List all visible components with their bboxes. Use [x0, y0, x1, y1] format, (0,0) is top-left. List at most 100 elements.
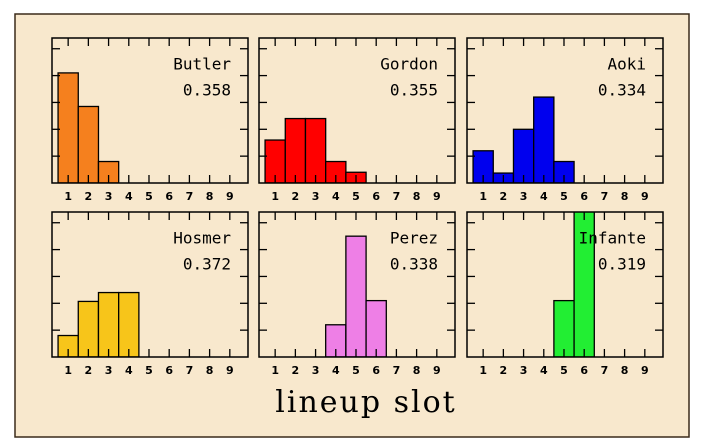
panel: 1 2 3 4 5 6 7 8 9 Infante 0.319	[466, 211, 664, 377]
x-tick-label: 6	[580, 364, 588, 377]
panel: 1 2 3 4 5 6 7 8 9 Perez 0.338	[258, 211, 456, 377]
x-tick-label: 5	[560, 364, 568, 377]
x-tick-label: 3	[105, 190, 113, 203]
x-tick-label: 7	[393, 190, 401, 203]
x-tick-label: 3	[520, 364, 528, 377]
bar	[533, 96, 555, 183]
x-tick-label: 9	[433, 364, 441, 377]
panel: 1 2 3 4 5 6 7 8 9 Gordon 0.355	[258, 37, 456, 203]
x-tick-label: 7	[186, 190, 194, 203]
x-tick-label: 4	[540, 364, 548, 377]
player-name: Perez	[390, 229, 438, 248]
x-tick-label: 5	[145, 364, 153, 377]
x-tick-label: 5	[145, 190, 153, 203]
x-tick-label: 4	[125, 190, 133, 203]
bar	[118, 291, 140, 357]
plot-area	[325, 235, 387, 357]
bar	[304, 117, 327, 183]
x-tick-label: 1	[271, 190, 279, 203]
x-tick-label: 6	[165, 190, 173, 203]
bar	[512, 128, 535, 183]
x-tick-label: 3	[105, 364, 113, 377]
x-tick-label: 4	[332, 190, 340, 203]
x-tick-label: 1	[64, 364, 72, 377]
x-tick-label: 5	[352, 190, 360, 203]
x-tick-label: 7	[186, 364, 194, 377]
player-name: Gordon	[380, 55, 438, 74]
panel: 1 2 3 4 5 6 7 8 9 Aoki 0.334	[466, 37, 664, 203]
x-tick-label: 9	[226, 364, 234, 377]
player-name: Infante	[579, 229, 646, 248]
x-tick-label: 7	[393, 364, 401, 377]
x-tick-label: 1	[479, 364, 487, 377]
player-average: 0.358	[183, 81, 231, 100]
x-tick-label: 8	[413, 190, 421, 203]
x-tick-label: 6	[580, 190, 588, 203]
axes-frame	[466, 37, 664, 184]
x-tick-label: 4	[540, 190, 548, 203]
x-tick-label: 8	[413, 364, 421, 377]
axes-frame	[258, 211, 456, 358]
plot-area	[553, 212, 595, 357]
x-tick-label: 7	[601, 190, 609, 203]
axes-frame	[258, 37, 456, 184]
plot-area	[57, 72, 120, 183]
bar	[573, 212, 595, 357]
x-tick-label: 8	[621, 190, 629, 203]
axes-frame	[51, 211, 249, 358]
x-tick-label: 6	[372, 190, 380, 203]
x-tick-label: 8	[621, 364, 629, 377]
panel: 1 2 3 4 5 6 7 8 9 Butler 0.358	[51, 37, 249, 203]
player-name: Aoki	[607, 55, 646, 74]
player-average: 0.334	[598, 81, 646, 100]
panel: 1 2 3 4 5 6 7 8 9 Hosmer 0.372	[51, 211, 249, 377]
x-tick-label: 2	[500, 190, 508, 203]
x-tick-label: 9	[226, 190, 234, 203]
x-tick-label: 8	[206, 364, 214, 377]
bar	[97, 291, 120, 357]
x-tick-label: 2	[292, 190, 300, 203]
x-tick-label: 5	[560, 190, 568, 203]
x-tick-label: 3	[520, 190, 528, 203]
x-tick-label: 6	[372, 364, 380, 377]
x-tick-label: 4	[332, 364, 340, 377]
bar	[365, 299, 387, 357]
bar	[97, 160, 120, 183]
bar	[345, 235, 367, 357]
player-name: Hosmer	[173, 229, 231, 248]
player-average: 0.372	[183, 255, 231, 274]
x-tick-label: 9	[641, 190, 649, 203]
x-tick-label: 6	[165, 364, 173, 377]
x-tick-label: 5	[352, 364, 360, 377]
x-tick-label: 3	[312, 364, 320, 377]
bar	[77, 300, 100, 357]
x-tick-label: 1	[271, 364, 279, 377]
x-tick-label: 2	[292, 364, 300, 377]
x-axis-label: lineup slot	[275, 385, 456, 420]
x-tick-label: 1	[64, 190, 72, 203]
x-tick-label: 1	[479, 190, 487, 203]
player-average: 0.319	[598, 255, 646, 274]
x-tick-label: 4	[125, 364, 133, 377]
axes-frame	[51, 37, 249, 184]
x-tick-label: 2	[500, 364, 508, 377]
x-tick-label: 2	[85, 364, 93, 377]
bar	[284, 117, 307, 183]
x-tick-label: 9	[433, 190, 441, 203]
x-tick-label: 9	[641, 364, 649, 377]
x-tick-label: 7	[601, 364, 609, 377]
bar	[553, 299, 575, 357]
player-average: 0.355	[390, 81, 438, 100]
plot-area	[264, 117, 367, 183]
x-tick-label: 2	[85, 190, 93, 203]
player-average: 0.338	[390, 255, 438, 274]
plot-area	[57, 291, 140, 357]
bar	[77, 105, 100, 183]
axes-frame	[466, 211, 664, 358]
x-tick-label: 3	[312, 190, 320, 203]
bar	[57, 72, 79, 183]
player-name: Butler	[173, 55, 231, 74]
x-tick-label: 8	[206, 190, 214, 203]
bar	[553, 160, 575, 183]
